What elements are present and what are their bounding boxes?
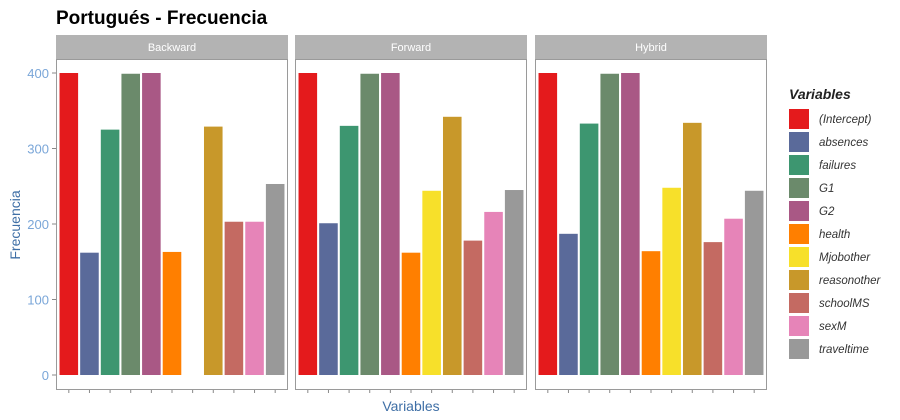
bar-hybrid-1 [559, 233, 578, 375]
legend-label: sexM [819, 321, 847, 333]
legend-label: schoolMS [819, 298, 870, 310]
bar-hybrid-6 [662, 187, 681, 375]
bar-forward-10 [504, 190, 524, 375]
bar-hybrid-5 [641, 251, 661, 375]
legend-label: traveltime [819, 344, 869, 356]
y-tick-label: 0 [42, 368, 49, 383]
facet-strip-label: Backward [148, 42, 196, 54]
bar-forward-6 [422, 190, 441, 375]
legend-title: Variables [789, 86, 851, 102]
bar-backward-1 [80, 252, 99, 375]
legend-label: failures [819, 160, 856, 172]
legend-label: G2 [819, 206, 835, 218]
bar-backward-10 [265, 183, 285, 375]
bar-forward-7 [442, 116, 462, 375]
bar-backward-5 [162, 251, 182, 375]
bar-backward-7 [203, 126, 223, 375]
bar-forward-5 [401, 252, 421, 375]
legend-label: G1 [819, 183, 834, 195]
panel-backward: Backward [56, 35, 288, 393]
bar-backward-2 [100, 129, 120, 375]
y-tick-label: 400 [27, 66, 49, 81]
legend-swatch [789, 316, 809, 336]
legend-swatch [789, 224, 809, 244]
y-tick-label: 300 [27, 142, 49, 157]
legend-swatch [789, 339, 809, 359]
facet-strip [56, 35, 288, 59]
bar-hybrid-8 [703, 242, 723, 375]
legend-swatch [789, 132, 809, 152]
bar-hybrid-2 [579, 123, 599, 376]
bar-forward-4 [381, 73, 400, 375]
bar-hybrid-9 [724, 218, 743, 375]
legend-swatch [789, 293, 809, 313]
y-tick-label: 100 [27, 293, 49, 308]
y-axis-title: Frecuencia [7, 190, 23, 259]
bar-forward-3 [360, 73, 380, 375]
facet-strip [535, 35, 767, 59]
panels-group: Backward Forward Hybrid [56, 35, 767, 393]
bar-backward-0 [59, 73, 79, 375]
facet-strip [295, 35, 527, 59]
bar-backward-8 [224, 221, 244, 375]
bar-backward-3 [121, 73, 141, 375]
legend-swatch [789, 109, 809, 129]
x-axis-title: Variables [382, 398, 439, 414]
y-axis: 0 100 200 300 400 [27, 66, 56, 383]
bar-forward-1 [319, 223, 338, 375]
facet-strip-label: Hybrid [635, 42, 667, 54]
bar-forward-2 [339, 125, 359, 375]
legend: Variables (Intercept) absences failures G1 G… [789, 86, 882, 359]
bar-backward-4 [142, 73, 161, 375]
legend-label: health [819, 229, 850, 241]
bar-hybrid-0 [538, 73, 558, 375]
legend-label: reasonother [819, 275, 882, 287]
legend-label: (Intercept) [819, 114, 872, 126]
legend-swatch [789, 201, 809, 221]
bar-forward-8 [463, 240, 483, 375]
bar-forward-9 [484, 211, 503, 375]
y-tick-label: 200 [27, 217, 49, 232]
bar-hybrid-4 [621, 73, 640, 375]
bar-backward-9 [245, 221, 264, 375]
chart-title: Portugués - Frecuencia [56, 8, 268, 29]
legend-swatch [789, 270, 809, 290]
bar-hybrid-7 [682, 122, 702, 375]
bar-hybrid-3 [600, 73, 620, 375]
legend-label: absences [819, 137, 868, 149]
facet-strip-label: Forward [391, 42, 431, 54]
legend-swatch [789, 247, 809, 267]
bar-forward-0 [298, 73, 318, 375]
panel-forward: Forward [295, 35, 527, 393]
legend-swatch [789, 155, 809, 175]
bar-hybrid-10 [744, 190, 764, 375]
legend-label: Mjobother [819, 252, 871, 264]
panel-hybrid: Hybrid [535, 35, 767, 393]
legend-swatch [789, 178, 809, 198]
